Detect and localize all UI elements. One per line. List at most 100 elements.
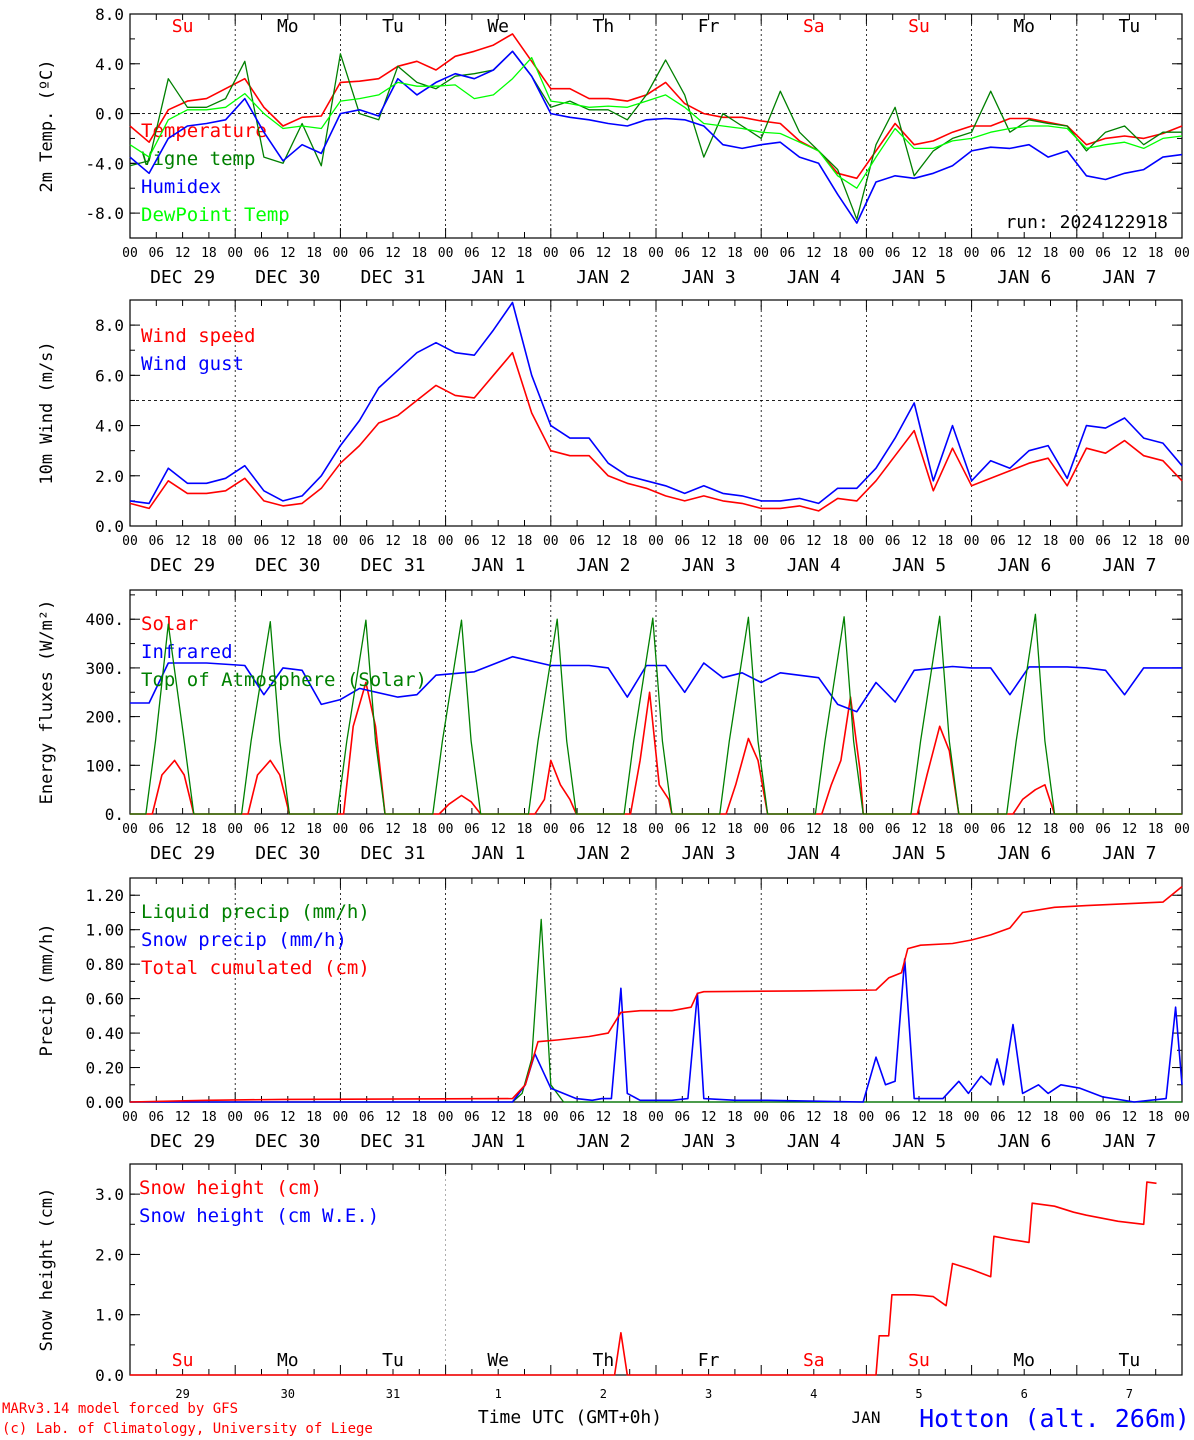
hour-tick-label: 12 <box>1122 246 1138 261</box>
y-tick-label: 6.0 <box>95 366 124 385</box>
panel-5: 3.0 2.0 1.0 0.0 Snow height (cm) Snow height … <box>37 1163 1183 1385</box>
y-tick-label: 1.0 <box>95 1306 124 1325</box>
panel-1: 8.04.00.0-4.0-8.02m Temp. (ºC) Temperatur… <box>37 5 1190 288</box>
hour-tick-label: 18 <box>832 534 848 549</box>
hour-tick-label: 00 <box>1069 246 1085 261</box>
model-credit: MARv3.14 model forced by GFS <box>2 1401 238 1417</box>
legend-entry: Snow height (cm) <box>139 1177 322 1199</box>
day-number-label: 7 <box>1126 1387 1133 1401</box>
day-number-label: 5 <box>915 1387 922 1401</box>
day-number-label: 6 <box>1021 1387 1028 1401</box>
hour-tick-label: 18 <box>622 534 638 549</box>
date-label: JAN 1 <box>471 843 525 864</box>
hour-tick-label: 12 <box>1122 1110 1138 1125</box>
hour-tick-label: 12 <box>490 822 506 837</box>
hour-tick-label: 12 <box>806 822 822 837</box>
y-tick-label: 0.80 <box>85 955 124 974</box>
hour-tick-label: 18 <box>727 1110 743 1125</box>
hour-tick-label: 06 <box>674 534 690 549</box>
hour-tick-label: 18 <box>1148 534 1164 549</box>
hour-tick-label: 12 <box>1122 822 1138 837</box>
hour-tick-label: 06 <box>1095 534 1111 549</box>
hour-tick-label: 06 <box>254 1110 270 1125</box>
month-label: JAN <box>852 1408 881 1427</box>
date-label: JAN 5 <box>892 1131 946 1152</box>
date-label: DEC 29 <box>150 1131 215 1152</box>
weekday-label-bottom: Mo <box>1013 1350 1035 1371</box>
hour-tick-label: 18 <box>832 1110 848 1125</box>
hour-tick-label: 00 <box>859 246 875 261</box>
hour-tick-label: 12 <box>806 246 822 261</box>
hour-tick-label: 12 <box>175 534 191 549</box>
date-label: JAN 3 <box>682 267 736 288</box>
hour-tick-label: 06 <box>464 822 480 837</box>
y-tick-label: 8.0 <box>95 5 124 24</box>
hour-tick-label: 18 <box>1043 534 1059 549</box>
hour-tick-label: 12 <box>1016 246 1032 261</box>
hour-tick-label: 00 <box>227 822 243 837</box>
hour-tick-label: 06 <box>464 246 480 261</box>
hour-tick-label: 00 <box>122 534 138 549</box>
y-tick-label: 400. <box>85 610 124 629</box>
hour-tick-label: 18 <box>727 246 743 261</box>
hour-tick-label: 00 <box>753 246 769 261</box>
series-line-3 <box>129 50 1183 224</box>
hour-tick-label: 18 <box>727 534 743 549</box>
hour-tick-label: 18 <box>937 534 953 549</box>
hour-tick-label: 00 <box>964 246 980 261</box>
hour-tick-label: 12 <box>490 534 506 549</box>
hour-tick-label: 00 <box>648 1110 664 1125</box>
series-line-3 <box>130 613 1182 815</box>
hour-tick-label: 12 <box>1016 822 1032 837</box>
day-number-label: 2 <box>600 1387 607 1401</box>
legend-entry: Snow height (cm W.E.) <box>139 1205 379 1227</box>
series-line-1 <box>129 33 1183 180</box>
hour-tick-label: 06 <box>885 1110 901 1125</box>
date-label: JAN 2 <box>576 1131 630 1152</box>
hour-tick-label: 00 <box>964 822 980 837</box>
hour-tick-label: 06 <box>780 822 796 837</box>
hour-tick-label: 06 <box>990 1110 1006 1125</box>
hour-tick-label: 06 <box>780 1110 796 1125</box>
hour-tick-label: 00 <box>333 1110 349 1125</box>
hour-tick-label: 12 <box>280 246 296 261</box>
legend-entry: Wind gust <box>141 353 244 375</box>
y-tick-label: 300. <box>85 659 124 678</box>
hour-tick-label: 12 <box>596 1110 612 1125</box>
hour-tick-label: 12 <box>385 246 401 261</box>
date-label: JAN 4 <box>787 1131 841 1152</box>
series-line-1 <box>130 681 1182 815</box>
date-label: JAN 1 <box>471 1131 525 1152</box>
weekday-label-bottom: Sa <box>803 1350 825 1371</box>
hour-tick-label: 18 <box>937 822 953 837</box>
y-tick-label: 0.0 <box>95 1366 124 1385</box>
hour-tick-label: 00 <box>859 1110 875 1125</box>
hour-tick-label: 06 <box>569 1110 585 1125</box>
series-line-2 <box>130 655 1182 713</box>
hour-tick-label: 12 <box>1016 1110 1032 1125</box>
date-label: JAN 3 <box>682 843 736 864</box>
hour-tick-label: 06 <box>148 246 164 261</box>
hour-tick-label: 00 <box>227 534 243 549</box>
hour-tick-label: 06 <box>885 534 901 549</box>
legend-entry: Humidex <box>141 176 221 198</box>
hour-tick-label: 18 <box>306 822 322 837</box>
hour-tick-label: 12 <box>596 534 612 549</box>
weekday-label-bottom: Tu <box>382 1350 404 1371</box>
hour-tick-label: 12 <box>1016 534 1032 549</box>
hour-tick-label: 18 <box>411 822 427 837</box>
hour-tick-label: 00 <box>333 246 349 261</box>
hour-tick-label: 00 <box>753 822 769 837</box>
hour-tick-label: 18 <box>1148 246 1164 261</box>
y-tick-label: 0. <box>105 805 124 824</box>
hour-tick-label: 12 <box>385 1110 401 1125</box>
date-label: DEC 31 <box>360 1131 425 1152</box>
hour-tick-label: 00 <box>543 534 559 549</box>
hour-tick-label: 00 <box>333 822 349 837</box>
hour-tick-label: 00 <box>438 534 454 549</box>
date-label: JAN 4 <box>787 843 841 864</box>
legend-entry: Vigne temp <box>141 148 255 170</box>
hour-tick-label: 06 <box>359 534 375 549</box>
hour-tick-label: 00 <box>227 1110 243 1125</box>
date-label: DEC 31 <box>360 843 425 864</box>
